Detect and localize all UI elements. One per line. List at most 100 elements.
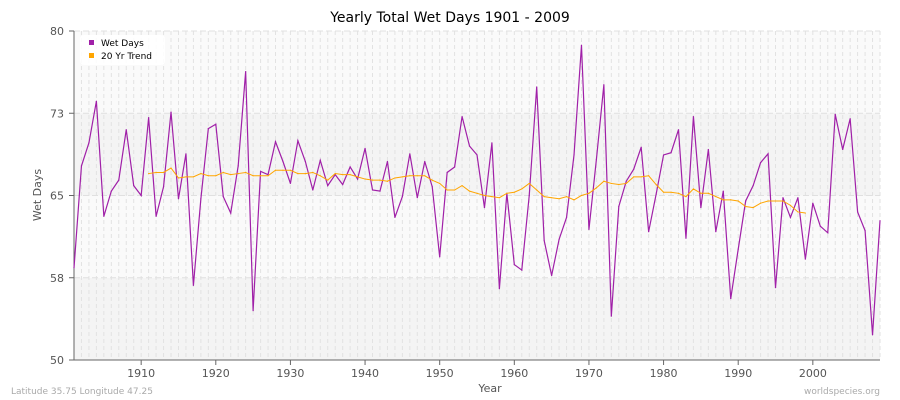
data-point: [439, 256, 441, 258]
data-point: [409, 153, 411, 155]
data-point: [192, 284, 195, 287]
data-point: [103, 215, 105, 217]
grid-band: [74, 31, 880, 114]
data-point: [565, 216, 568, 219]
data-point: [662, 191, 665, 193]
data-point: [640, 176, 642, 178]
data-point: [259, 170, 262, 172]
data-point: [521, 188, 523, 190]
data-point: [185, 153, 187, 155]
wet-days-points: [73, 44, 881, 336]
data-point: [334, 172, 336, 175]
data-point: [812, 202, 814, 204]
data-point: [528, 182, 530, 185]
data-point: [849, 118, 851, 120]
x-tick-label: 1960: [500, 367, 528, 380]
data-point: [551, 274, 553, 277]
data-point: [737, 200, 739, 202]
data-point: [155, 171, 157, 174]
data-point: [565, 195, 568, 198]
data-point: [394, 177, 396, 179]
data-point: [879, 220, 881, 222]
data-point: [327, 179, 329, 181]
x-tick-label: 2000: [799, 367, 827, 380]
data-point: [804, 258, 806, 260]
data-point: [386, 160, 389, 163]
data-point: [364, 178, 366, 180]
data-point: [521, 269, 523, 271]
data-point: [356, 178, 359, 180]
data-point: [774, 287, 777, 289]
data-point: [446, 189, 448, 191]
trend-points: [148, 167, 806, 214]
data-point: [446, 171, 448, 174]
x-tick-label: 1980: [650, 367, 678, 380]
data-point: [715, 231, 717, 233]
data-point: [528, 194, 530, 197]
data-point: [707, 148, 709, 151]
data-point: [782, 200, 784, 202]
data-point: [476, 154, 478, 156]
data-point: [498, 197, 500, 199]
y-tick-label: 80: [50, 25, 64, 38]
data-point: [633, 176, 635, 178]
data-point: [431, 179, 433, 181]
data-point: [625, 182, 627, 185]
data-point: [312, 171, 314, 174]
data-point: [110, 190, 112, 192]
data-point: [88, 142, 90, 144]
data-point: [312, 189, 314, 191]
data-point: [207, 175, 209, 177]
data-point: [752, 185, 754, 187]
data-point: [439, 182, 441, 185]
data-point: [200, 198, 202, 200]
data-point: [409, 175, 411, 177]
data-point: [162, 186, 165, 188]
data-point: [424, 160, 426, 163]
data-point: [356, 176, 359, 178]
data-point: [715, 195, 717, 198]
data-point: [483, 194, 486, 197]
data-point: [454, 189, 456, 191]
data-point: [551, 197, 553, 199]
data-point: [289, 182, 292, 185]
data-point: [245, 171, 247, 174]
data-point: [483, 206, 486, 209]
footer-source[interactable]: worldspecies.org: [804, 387, 880, 397]
legend: Wet Days 20 Yr Trend: [80, 35, 165, 65]
x-tick-label: 1920: [202, 367, 230, 380]
data-point: [513, 191, 515, 193]
data-point: [162, 171, 165, 174]
data-point: [655, 183, 657, 186]
data-point: [722, 190, 724, 192]
data-point: [737, 248, 739, 250]
data-point: [215, 175, 217, 177]
data-point: [416, 197, 418, 199]
data-point: [416, 175, 418, 177]
data-point: [297, 140, 299, 142]
data-point: [342, 174, 344, 176]
data-point: [461, 185, 463, 187]
x-tick-label: 1990: [724, 367, 752, 380]
data-point: [371, 179, 374, 181]
data-point: [774, 200, 777, 202]
data-point: [304, 160, 306, 163]
data-point: [603, 180, 605, 182]
data-point: [730, 297, 732, 300]
data-point: [371, 189, 374, 191]
data-point: [685, 195, 687, 198]
data-point: [259, 175, 262, 177]
data-point: [685, 237, 687, 239]
data-point: [707, 192, 709, 194]
data-point: [558, 238, 560, 240]
data-point: [222, 195, 224, 198]
data-point: [700, 206, 702, 209]
data-point: [289, 169, 292, 171]
x-tick-label: 1930: [276, 367, 304, 380]
data-point: [692, 188, 695, 190]
data-point: [834, 113, 836, 115]
legend-label-trend: 20 Yr Trend: [101, 52, 152, 62]
data-point: [558, 198, 560, 200]
data-point: [379, 179, 381, 181]
data-point: [95, 100, 97, 102]
